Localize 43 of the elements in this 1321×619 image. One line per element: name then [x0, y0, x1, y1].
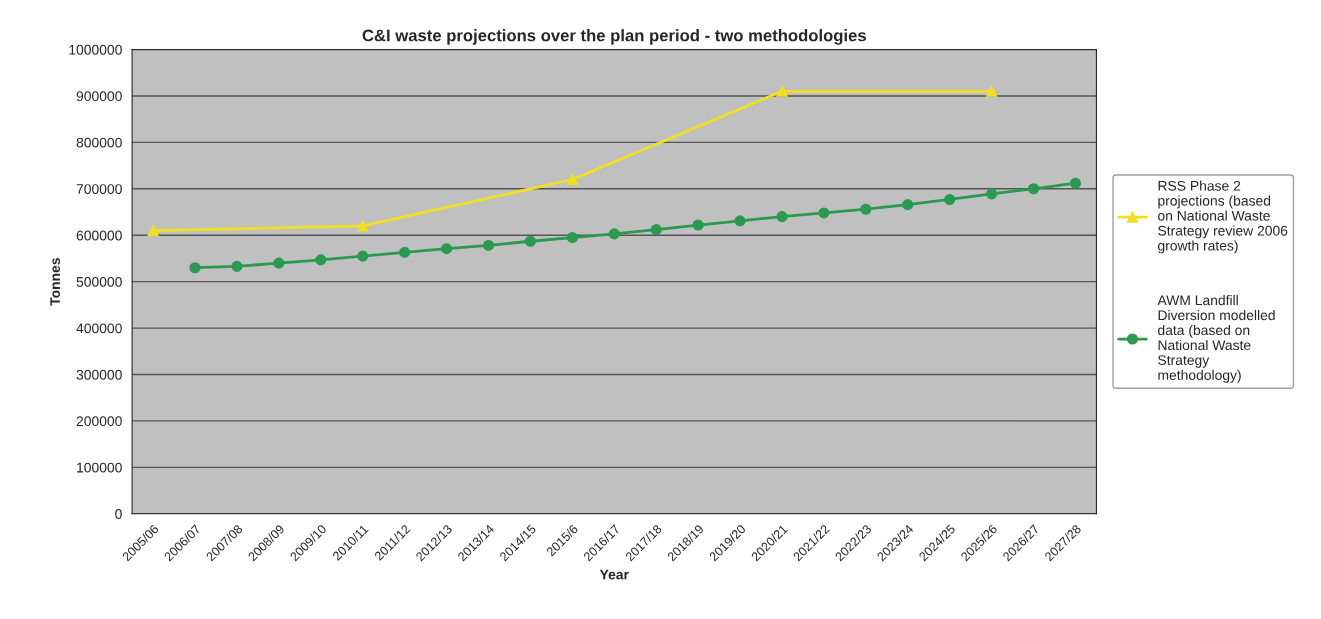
point: [1069, 177, 1082, 189]
y-tick-label: 200000: [76, 416, 122, 427]
point: [357, 250, 369, 262]
point: [944, 193, 956, 206]
point: [860, 203, 872, 215]
y-tick-label: 600000: [76, 230, 122, 241]
y-tick-label: 300000: [76, 369, 122, 380]
y-axis-title: Tonnes: [50, 258, 61, 306]
y-tick-label: 0: [115, 509, 122, 519]
point: [776, 85, 788, 97]
y-tick-label: 1000000: [69, 44, 122, 55]
y-tick-label: 400000: [76, 323, 122, 334]
y-tick-label: 900000: [76, 91, 122, 102]
point: [734, 215, 746, 227]
point: [986, 188, 998, 200]
y-tick-label: 500000: [76, 276, 122, 287]
point: [147, 225, 159, 237]
point: [692, 219, 704, 231]
point: [818, 207, 830, 219]
point: [986, 85, 998, 97]
point: [357, 220, 369, 232]
y-tick-label: 800000: [76, 137, 122, 148]
point: [566, 173, 578, 186]
point: [776, 211, 788, 223]
point: [315, 254, 327, 266]
point: [902, 199, 914, 211]
point: [608, 228, 620, 240]
y-tick-label: 700000: [76, 184, 122, 194]
y-tick-label: 100000: [77, 462, 122, 473]
point: [399, 246, 411, 258]
point: [273, 257, 285, 269]
point: [524, 235, 536, 247]
point: [231, 260, 243, 272]
legend-label: RSS Phase 2 projections (based on National Waste Strategy review 2006 growth rates): [1158, 180, 1288, 254]
x-axis-title: Year: [599, 569, 629, 580]
point: [482, 239, 495, 251]
point: [189, 262, 201, 274]
chart-title: C&I waste projections over the plan period - two methodologies: [362, 29, 866, 45]
point: [650, 224, 662, 236]
legend-label: AWM Landfill Diversion modelled data (based on National Waste Strategy methodology): [1157, 295, 1275, 383]
point: [566, 231, 578, 244]
point: [1027, 183, 1040, 195]
point: [440, 243, 453, 255]
